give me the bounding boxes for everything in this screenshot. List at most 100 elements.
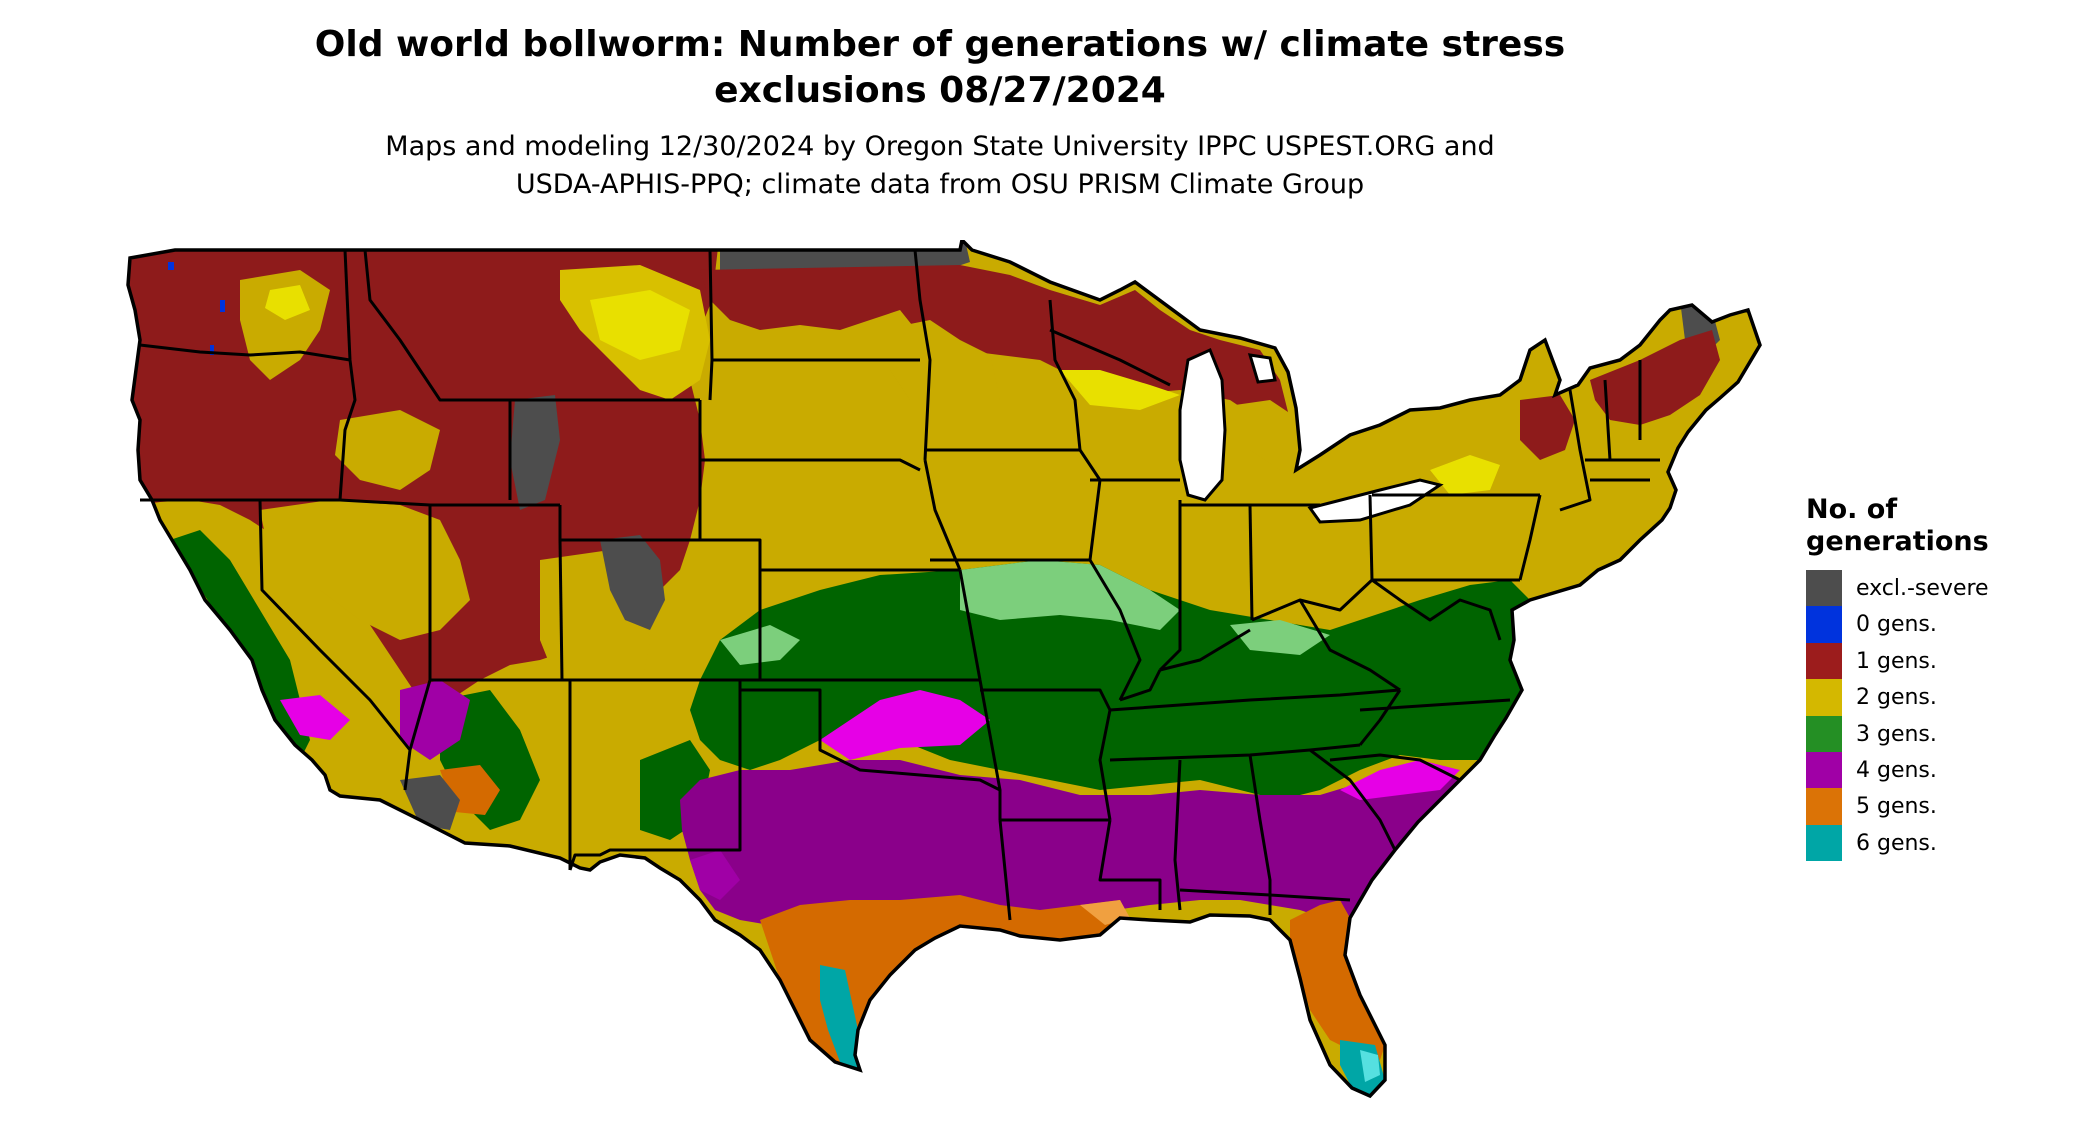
border-al-fl — [1179, 888, 1271, 897]
border-ia-ne — [923, 459, 962, 571]
border-al-ga — [1248, 754, 1272, 915]
legend-label-0-gens: 0 gens. — [1856, 612, 1937, 638]
border-oh-pa — [1368, 494, 1374, 581]
zone-2-gens-ny-highlight — [1430, 455, 1500, 495]
border-ms-al — [1173, 759, 1182, 911]
legend-label-1-gens: 1 gens. — [1856, 648, 1937, 674]
zone-4-gens-fringe-oklahoma — [820, 690, 990, 760]
map-title: Old world bollworm: Number of generation… — [0, 22, 1880, 114]
border-la-tx — [998, 819, 1012, 921]
border-oh-wv — [1251, 578, 1374, 622]
legend-label-excl-severe: excl.-severe — [1856, 576, 1989, 601]
border-ar-ok — [978, 679, 1002, 820]
zone-2-gens-highlight-2 — [265, 285, 310, 320]
border-ar-ms — [1098, 709, 1112, 821]
zone-0-gens-spot-1 — [168, 262, 174, 270]
zone-0-gens-spot-3 — [210, 345, 214, 355]
zone-6-gens-south-texas — [820, 965, 860, 1070]
legend-title: No. of generations — [1806, 494, 2076, 558]
zone-2-gens-michigan — [1235, 400, 1310, 470]
border-mo-ar — [980, 688, 1112, 711]
zone-3-gens-fringe-1 — [960, 560, 1180, 630]
map-subtitle: Maps and modeling 12/30/2024 by Oregon S… — [0, 128, 1880, 204]
legend-item-4-gens: 4 gens. — [1806, 751, 2076, 789]
legend-item-3-gens: 3 gens. — [1806, 715, 2076, 752]
border-vt-nh — [1603, 379, 1612, 461]
zone-3-gens-fringe-3 — [1230, 620, 1330, 655]
legend-swatch-6-gens — [1806, 824, 1842, 862]
border-sd-ne — [700, 458, 921, 472]
border-ok-tx — [740, 688, 1001, 792]
legend-swatch-0-gens — [1806, 606, 1842, 643]
legend-items: excl.-severe 0 gens. 1 gens. 2 gens. 3 g… — [1806, 570, 2076, 862]
zone-1-gens-adirondacks — [1520, 395, 1575, 460]
border-va-wv — [1371, 578, 1502, 641]
border-ut-co — [558, 539, 564, 681]
great-lakes — [1178, 347, 1444, 524]
legend-item-1-gens: 1 gens. — [1806, 642, 2076, 680]
border-ky-wv-va — [1298, 599, 1401, 692]
border-mo-il — [1088, 559, 1142, 701]
legend-swatch-2-gens — [1806, 679, 1842, 716]
border-ky-tn — [1109, 688, 1401, 712]
zone-6-gens-florida-highlight — [1360, 1050, 1380, 1082]
legend-title-line-2: generations — [1806, 526, 1989, 557]
legend-label-5-gens: 5 gens. — [1856, 794, 1937, 820]
border-tn-nc — [1358, 689, 1402, 746]
map-subtitle-line-2: USDA-APHIS-PPQ; climate data from OSU PR… — [515, 169, 1365, 200]
map-title-line-1: Old world bollworm: Number of generation… — [314, 24, 1566, 65]
border-mo-ks — [958, 569, 982, 681]
zone-1-gens-new-england — [1590, 330, 1720, 425]
legend-item-5-gens: 5 gens. — [1806, 788, 2076, 825]
border-ga-fl — [1269, 893, 1351, 902]
border-sc-nc — [1329, 753, 1461, 782]
border-wa-id — [343, 249, 352, 361]
map-title-line-2: exclusions 08/27/2024 — [714, 70, 1166, 111]
zone-0-gens-spot-2 — [220, 300, 225, 312]
border-pa-nj — [1518, 494, 1542, 581]
legend-item-0-gens: 0 gens. — [1806, 606, 2076, 643]
border-in-oh — [1248, 504, 1254, 621]
border-wi-mi — [1049, 328, 1171, 387]
zone-excl-severe-wyoming — [510, 395, 560, 510]
border-mn-dakotas — [913, 249, 932, 461]
border-il-ky — [1119, 669, 1162, 702]
legend-swatch-5-gens — [1806, 788, 1842, 825]
legend-label-2-gens: 2 gens. — [1856, 685, 1937, 711]
legend-item-2-gens: 2 gens. — [1806, 679, 2076, 716]
border-ny-ne — [1559, 389, 1592, 512]
zone-4-gens-fringe-arizona — [400, 680, 470, 760]
generation-zones — [128, 240, 1760, 1096]
zone-2-gens-snake-river — [335, 410, 440, 490]
zone-2-gens-nw-mountains — [240, 270, 330, 380]
zone-2-gens-wisconsin-light — [1060, 370, 1180, 410]
map-subtitle-line-1: Maps and modeling 12/30/2024 by Oregon S… — [385, 131, 1495, 162]
border-nv-ut — [339, 498, 432, 751]
border-ca-nv — [258, 499, 412, 791]
border-wa-or — [139, 343, 351, 362]
border-la-ms — [1098, 819, 1162, 910]
legend-swatch-3-gens — [1806, 715, 1842, 752]
zone-2-gens-great-basin — [260, 500, 470, 640]
legend-title-line-1: No. of — [1806, 494, 1898, 525]
zone-2-gens-minnesota — [880, 320, 1000, 410]
legend-swatch-excl-severe — [1806, 570, 1842, 607]
lake-huron-edge — [1247, 353, 1277, 384]
zone-4-gens-fringe-rio-grande — [690, 850, 740, 900]
border-tn-south — [1109, 743, 1361, 762]
state-borders — [139, 249, 1660, 921]
zone-4-gens-fringe-southwest — [280, 695, 350, 740]
border-co-ks — [700, 538, 762, 680]
border-or-id — [338, 359, 357, 501]
border-ga-sc — [1309, 748, 1397, 851]
zone-1-gens-upper-midwest — [700, 265, 1290, 420]
border-il-in — [1158, 500, 1182, 672]
border-id-mt — [363, 249, 510, 402]
legend-swatch-1-gens — [1806, 642, 1842, 680]
border-in-ky — [1159, 628, 1251, 672]
legend-label-4-gens: 4 gens. — [1856, 757, 1937, 783]
zone-excl-severe-desert — [400, 775, 460, 830]
border-mt-nd — [708, 249, 714, 401]
zone-2-gens-highlight-1 — [590, 290, 690, 360]
legend-label-6-gens: 6 gens. — [1856, 830, 1937, 856]
